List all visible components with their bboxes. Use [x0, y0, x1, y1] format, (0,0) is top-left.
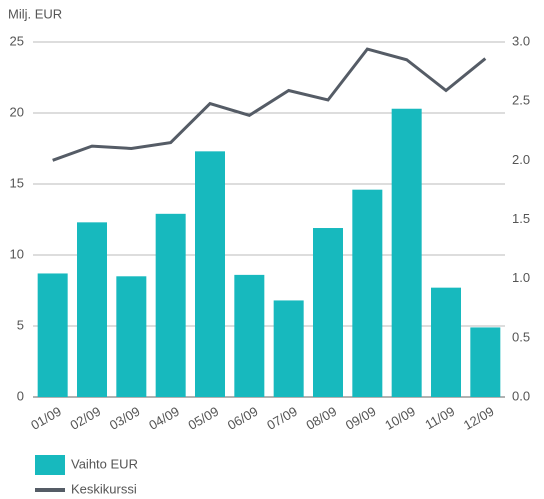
y2-tick-label: 0.5	[512, 329, 530, 344]
bar	[313, 228, 343, 397]
x-tick-label: 08/09	[304, 404, 340, 433]
x-tick-label: 03/09	[107, 404, 143, 433]
y-tick-label: 20	[10, 104, 24, 119]
y-tick-label: 5	[17, 317, 24, 332]
x-tick-label: 02/09	[68, 404, 104, 433]
x-tick-label: 12/09	[461, 404, 497, 433]
y-tick-label: 0	[17, 388, 24, 403]
x-tick-label: 11/09	[422, 404, 457, 433]
x-tick-label: 05/09	[186, 404, 222, 433]
legend-label: Keskikurssi	[71, 481, 137, 496]
legend-swatch	[35, 455, 65, 475]
x-tick-label: 04/09	[146, 404, 182, 433]
x-tick-label: 01/09	[28, 404, 64, 433]
y-tick-label: 10	[10, 246, 24, 261]
y-tick-label: 15	[10, 175, 24, 190]
x-tick-label: 07/09	[264, 404, 300, 433]
bar	[431, 287, 461, 397]
y2-tick-label: 1.5	[512, 211, 530, 226]
bar	[470, 327, 501, 397]
y-axis-label: Milj. EUR	[8, 6, 62, 21]
bar	[391, 108, 422, 398]
y2-tick-label: 2.5	[512, 93, 530, 108]
line	[52, 47, 487, 162]
x-tick-label: 06/09	[225, 404, 261, 433]
bar	[234, 274, 265, 397]
x-tick-label: 09/09	[343, 404, 379, 433]
y2-tick-label: 0.0	[512, 388, 530, 403]
legend-label: Vaihto EUR	[71, 456, 138, 471]
y2-tick-label: 2.0	[512, 152, 530, 167]
bar	[155, 213, 186, 397]
bar	[273, 300, 304, 397]
bar	[37, 273, 68, 397]
bar	[352, 189, 383, 397]
y-tick-label: 25	[10, 33, 24, 48]
y2-tick-label: 3.0	[512, 33, 530, 48]
bar	[77, 222, 107, 397]
bar	[195, 151, 225, 397]
y2-tick-label: 1.0	[512, 270, 530, 285]
x-tick-label: 10/09	[382, 404, 418, 433]
bar	[116, 276, 147, 397]
